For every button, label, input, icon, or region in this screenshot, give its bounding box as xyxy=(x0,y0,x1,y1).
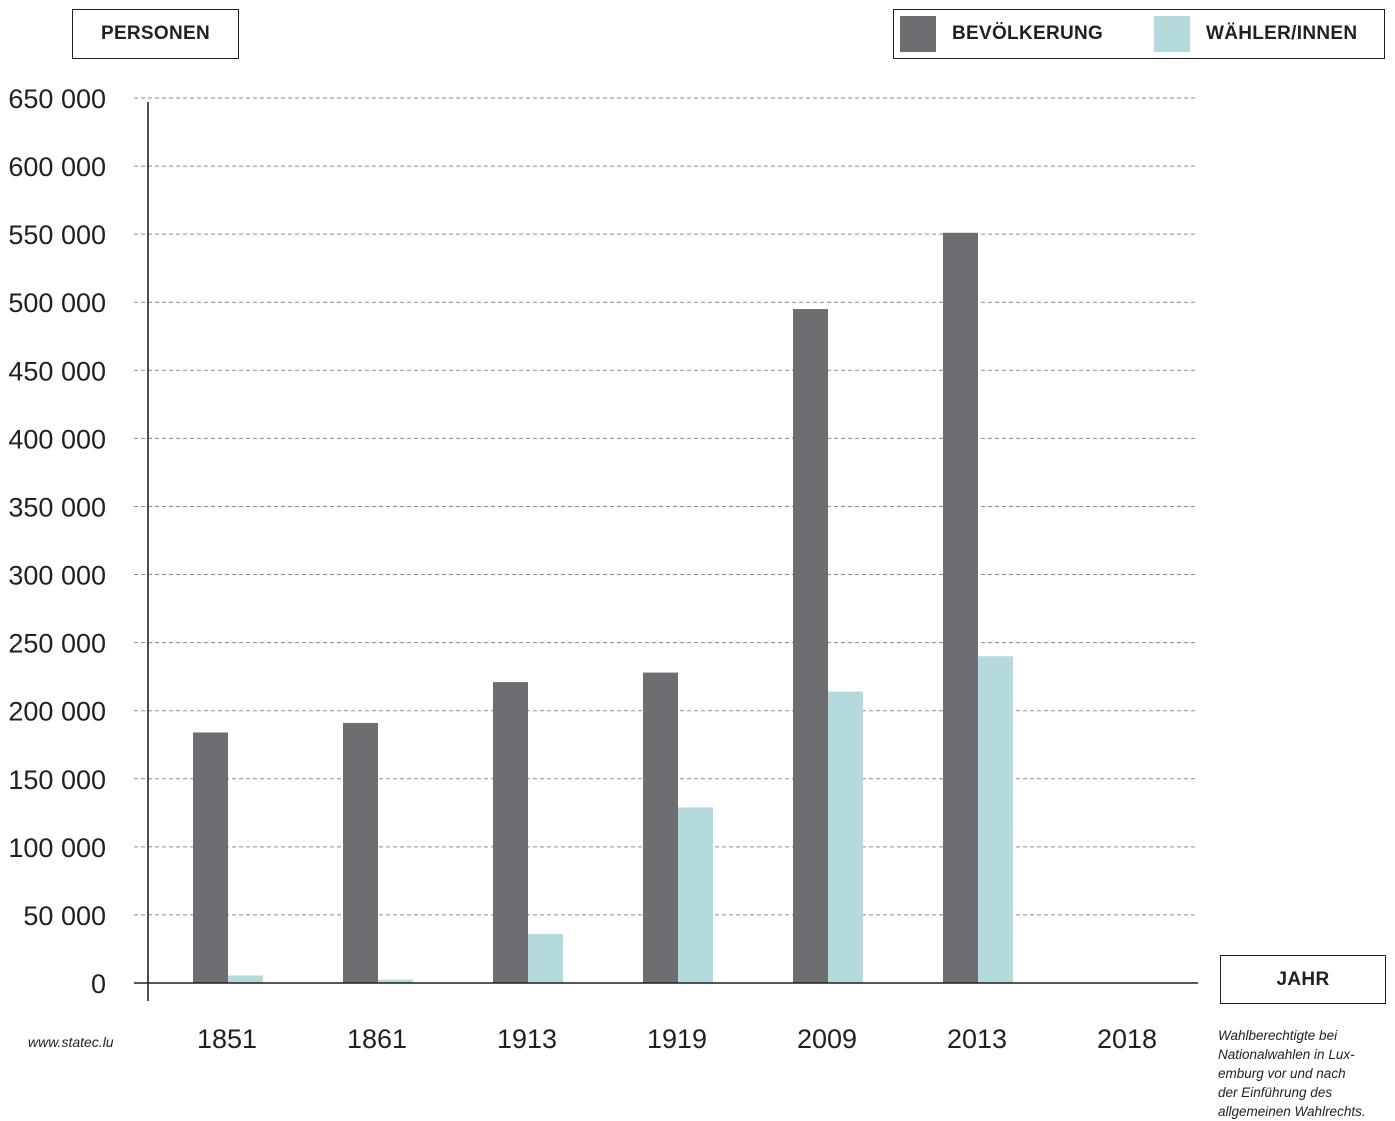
x-tick-label: 1851 xyxy=(197,1024,257,1054)
x-tick-labels: 1851 1861 1913 1919 2009 2013 2018 xyxy=(197,1024,1157,1054)
bar-waehler-1851 xyxy=(228,975,263,983)
bars xyxy=(193,232,1013,984)
legend-item-bevoelkerung: BEVÖLKERUNG xyxy=(900,10,1103,58)
y-axis-label: PERSONEN xyxy=(72,9,239,59)
x-tick-label: 2018 xyxy=(1097,1024,1157,1054)
x-tick-label: 1919 xyxy=(647,1024,707,1054)
legend-label-waehler: WÄHLER/INNEN xyxy=(1206,23,1358,44)
bar-bevoelkerung-1861 xyxy=(343,722,378,983)
bar-bevoelkerung-2009 xyxy=(793,309,828,983)
y-tick-label: 650 000 xyxy=(8,84,106,114)
x-tick-label: 1913 xyxy=(497,1024,557,1054)
y-tick-label: 600 000 xyxy=(8,152,106,182)
legend-swatch-bevoelkerung xyxy=(900,16,936,52)
bar-waehler-1861 xyxy=(378,979,413,983)
y-tick-label: 300 000 xyxy=(8,561,106,591)
y-tick-label: 450 000 xyxy=(8,356,106,386)
y-tick-label: 0 xyxy=(91,969,106,999)
y-tick-label: 100 000 xyxy=(8,833,106,863)
y-tick-label: 550 000 xyxy=(8,220,106,250)
source-text: www.statec.lu xyxy=(28,1034,114,1050)
legend-item-waehler: WÄHLER/INNEN xyxy=(1154,10,1357,58)
x-tick-label: 2009 xyxy=(797,1024,857,1054)
caption-line: Nationalwahlen in Lux- xyxy=(1218,1047,1355,1062)
y-tick-label: 500 000 xyxy=(8,288,106,318)
y-tick-label: 250 000 xyxy=(8,629,106,659)
y-tick-label: 150 000 xyxy=(8,765,106,795)
x-tick-label: 2013 xyxy=(947,1024,1007,1054)
caption: Wahlberechtigte bei Nationalwahlen in Lu… xyxy=(1218,1026,1388,1121)
legend-label-bevoelkerung: BEVÖLKERUNG xyxy=(952,23,1104,44)
y-tick-label: 350 000 xyxy=(8,492,106,522)
x-tick-label: 1861 xyxy=(347,1024,407,1054)
x-axis-label: JAHR xyxy=(1220,955,1386,1004)
y-tick-labels: 0 50 000 100 000 150 000 200 000 250 000 300 0… xyxy=(8,84,106,999)
y-tick-label: 50 000 xyxy=(23,901,106,931)
bar-bevoelkerung-1913 xyxy=(493,682,528,983)
y-tick-label: 400 000 xyxy=(8,424,106,454)
caption-line: Wahlberechtigte bei xyxy=(1218,1028,1338,1043)
bar-bevoelkerung-1851 xyxy=(193,732,228,983)
bar-waehler-2013 xyxy=(978,656,1013,983)
caption-line: allgemeinen Wahlrechts. xyxy=(1218,1104,1366,1119)
y-tick-label: 200 000 xyxy=(8,697,106,727)
bar-waehler-2009 xyxy=(828,691,863,983)
legend: BEVÖLKERUNG WÄHLER/INNEN xyxy=(893,9,1385,59)
legend-swatch-waehler xyxy=(1154,16,1190,52)
caption-line: emburg vor und nach xyxy=(1218,1066,1346,1081)
bar-bevoelkerung-2013 xyxy=(943,232,978,984)
axes xyxy=(134,102,1198,1001)
caption-line: der Einführung des xyxy=(1218,1085,1333,1100)
bar-waehler-1919 xyxy=(678,807,713,983)
bar-bevoelkerung-1919 xyxy=(643,672,678,983)
bar-waehler-1913 xyxy=(528,933,563,983)
